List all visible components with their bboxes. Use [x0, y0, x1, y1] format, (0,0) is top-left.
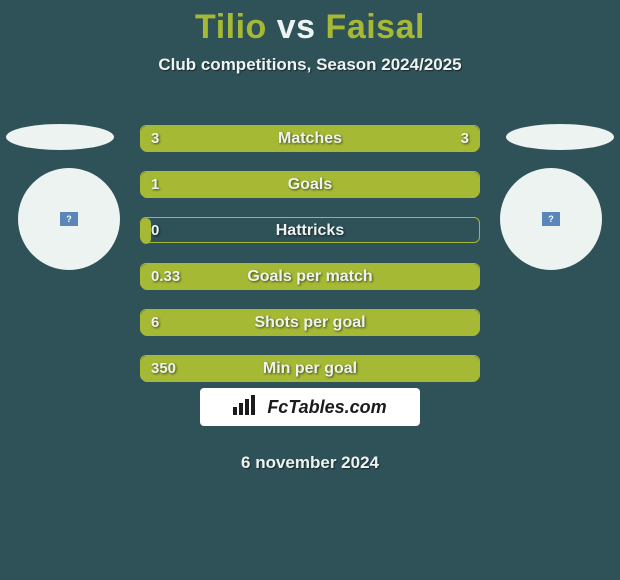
stat-label: Shots per goal — [141, 310, 479, 336]
brand-bars-icon — [233, 395, 261, 420]
stat-row: 1Goals — [140, 171, 480, 197]
date-text: 6 november 2024 — [0, 453, 620, 473]
player2-oval — [506, 124, 614, 150]
stat-right-value: 3 — [461, 126, 469, 152]
comparison-card: Tilio vs Faisal Club competitions, Seaso… — [0, 0, 620, 580]
title-vs: vs — [277, 8, 316, 46]
player1-avatar: ? — [18, 168, 120, 270]
player2-avatar: ? — [500, 168, 602, 270]
stat-label: Hattricks — [141, 218, 479, 244]
player1-oval — [6, 124, 114, 150]
stat-row: 3Matches3 — [140, 125, 480, 151]
brand-text: FcTables.com — [267, 397, 386, 418]
stat-label: Goals per match — [141, 264, 479, 290]
player1-name: Tilio — [195, 8, 267, 46]
stat-label: Matches — [141, 126, 479, 152]
page-title: Tilio vs Faisal — [0, 0, 620, 47]
player1-badge-icon: ? — [60, 212, 78, 226]
stat-row: 6Shots per goal — [140, 309, 480, 335]
stat-row: 0Hattricks — [140, 217, 480, 243]
stats-block: 3Matches3 1Goals 0Hattricks 0.33Goals per m… — [140, 125, 480, 401]
stat-row: 350Min per goal — [140, 355, 480, 381]
subtitle: Club competitions, Season 2024/2025 — [0, 55, 620, 75]
brand-box: FcTables.com — [200, 388, 420, 426]
stat-row: 0.33Goals per match — [140, 263, 480, 289]
player2-name: Faisal — [326, 8, 425, 46]
stat-label: Min per goal — [141, 356, 479, 382]
stat-label: Goals — [141, 172, 479, 198]
player2-badge-icon: ? — [542, 212, 560, 226]
